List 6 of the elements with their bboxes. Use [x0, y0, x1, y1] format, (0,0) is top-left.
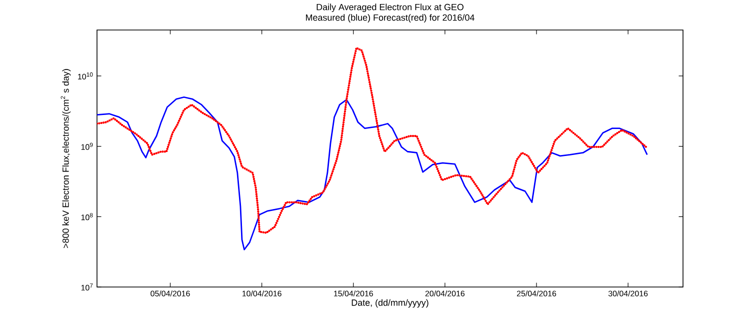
line-series: [97, 46, 648, 234]
line-series: [97, 96, 648, 250]
chart-title: Daily Averaged Electron Flux at GEO: [316, 4, 464, 12]
chart-subtitle: Measured (blue) Forecast(red) for 2016/04: [306, 14, 474, 22]
x-axis-title: Date, (dd/mm/yyyy): [352, 299, 428, 308]
y-axis-title: >800 keV Electron Flux,electrons/(cm$^{2}$ s day): [60, 69, 71, 248]
